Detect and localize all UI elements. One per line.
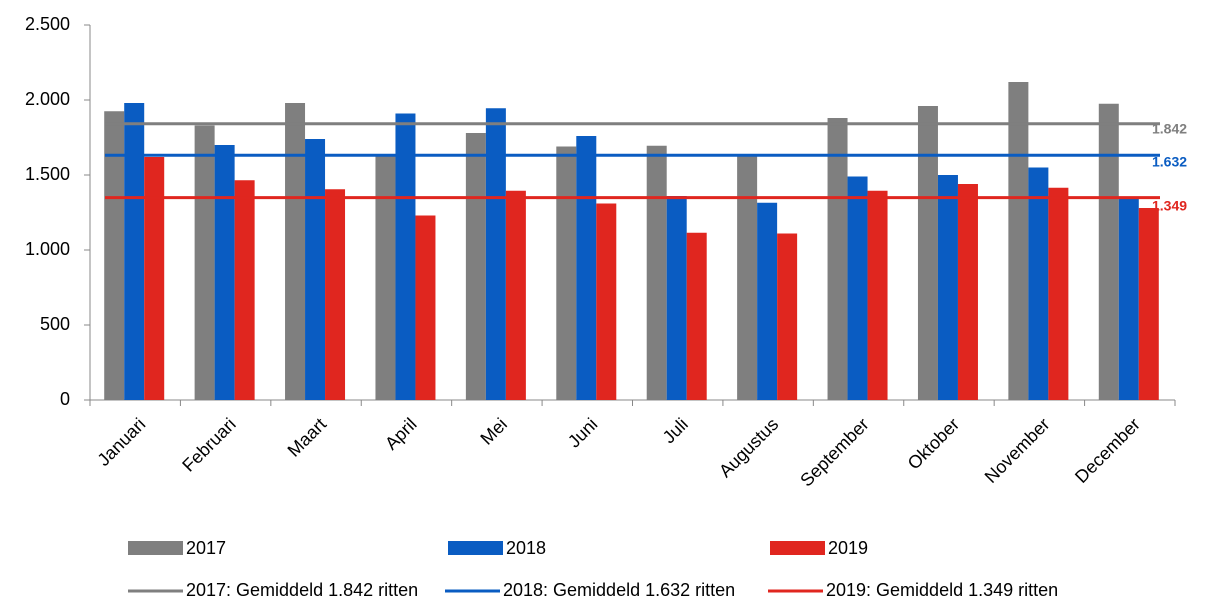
bar	[1008, 82, 1029, 400]
x-tick-label: November	[981, 414, 1054, 487]
bar	[395, 113, 416, 400]
bar	[1118, 198, 1139, 400]
legend-swatch	[448, 541, 503, 555]
average-label: 1.842	[1152, 120, 1187, 136]
bar	[917, 106, 938, 400]
bar	[737, 155, 758, 400]
bar	[596, 203, 617, 400]
bar	[646, 145, 667, 400]
x-tick-label: Juli	[659, 414, 692, 447]
bar	[1098, 103, 1119, 400]
x-tick-label: Oktober	[904, 414, 963, 473]
bar	[234, 180, 255, 400]
x-tick-label: Februari	[178, 414, 240, 476]
y-tick-label: 1.500	[25, 164, 70, 184]
bar	[485, 108, 506, 400]
bar	[666, 196, 687, 400]
legend-swatch	[770, 541, 825, 555]
bar	[415, 215, 436, 400]
bar	[124, 103, 145, 400]
bar	[937, 175, 958, 400]
bar	[305, 139, 326, 400]
bar	[957, 184, 978, 400]
legend-label: 2017	[186, 538, 226, 558]
bar	[144, 157, 165, 400]
bar	[1028, 167, 1049, 400]
x-tick-label: Maart	[284, 414, 331, 461]
bar	[1138, 208, 1159, 400]
x-tick-label: Mei	[476, 414, 511, 449]
bar	[325, 189, 346, 400]
bar	[285, 103, 306, 400]
bar	[686, 232, 707, 400]
legend-label: 2018: Gemiddeld 1.632 ritten	[503, 580, 735, 599]
bar	[104, 111, 125, 400]
legend-label: 2019: Gemiddeld 1.349 ritten	[826, 580, 1058, 599]
average-label: 1.632	[1152, 153, 1187, 169]
bar	[576, 136, 597, 400]
y-tick-label: 500	[40, 314, 70, 334]
x-tick-label: April	[381, 414, 421, 454]
y-tick-label: 2.000	[25, 89, 70, 109]
bar	[847, 176, 868, 400]
bar	[505, 190, 526, 400]
bar	[556, 146, 577, 400]
bar	[194, 125, 215, 400]
bar	[777, 233, 798, 400]
legend-swatch	[128, 541, 183, 555]
y-tick-label: 0	[60, 389, 70, 409]
legend-label: 2018	[506, 538, 546, 558]
x-tick-label: September	[796, 414, 872, 490]
bar	[1048, 187, 1069, 400]
x-tick-label: Januari	[94, 414, 150, 470]
legend-label: 2017: Gemiddeld 1.842 ritten	[186, 580, 418, 599]
bar	[465, 133, 486, 400]
bar	[214, 145, 235, 400]
average-label: 1.349	[1152, 197, 1187, 213]
y-tick-label: 1.000	[25, 239, 70, 259]
y-tick-label: 2.500	[25, 14, 70, 34]
x-tick-label: Augustus	[715, 414, 782, 481]
bar	[867, 190, 888, 400]
bar	[375, 156, 396, 400]
x-tick-label: Juni	[564, 414, 601, 451]
legend-label: 2019	[828, 538, 868, 558]
bar	[827, 118, 848, 400]
x-tick-label: December	[1071, 414, 1144, 487]
bar	[757, 202, 778, 400]
